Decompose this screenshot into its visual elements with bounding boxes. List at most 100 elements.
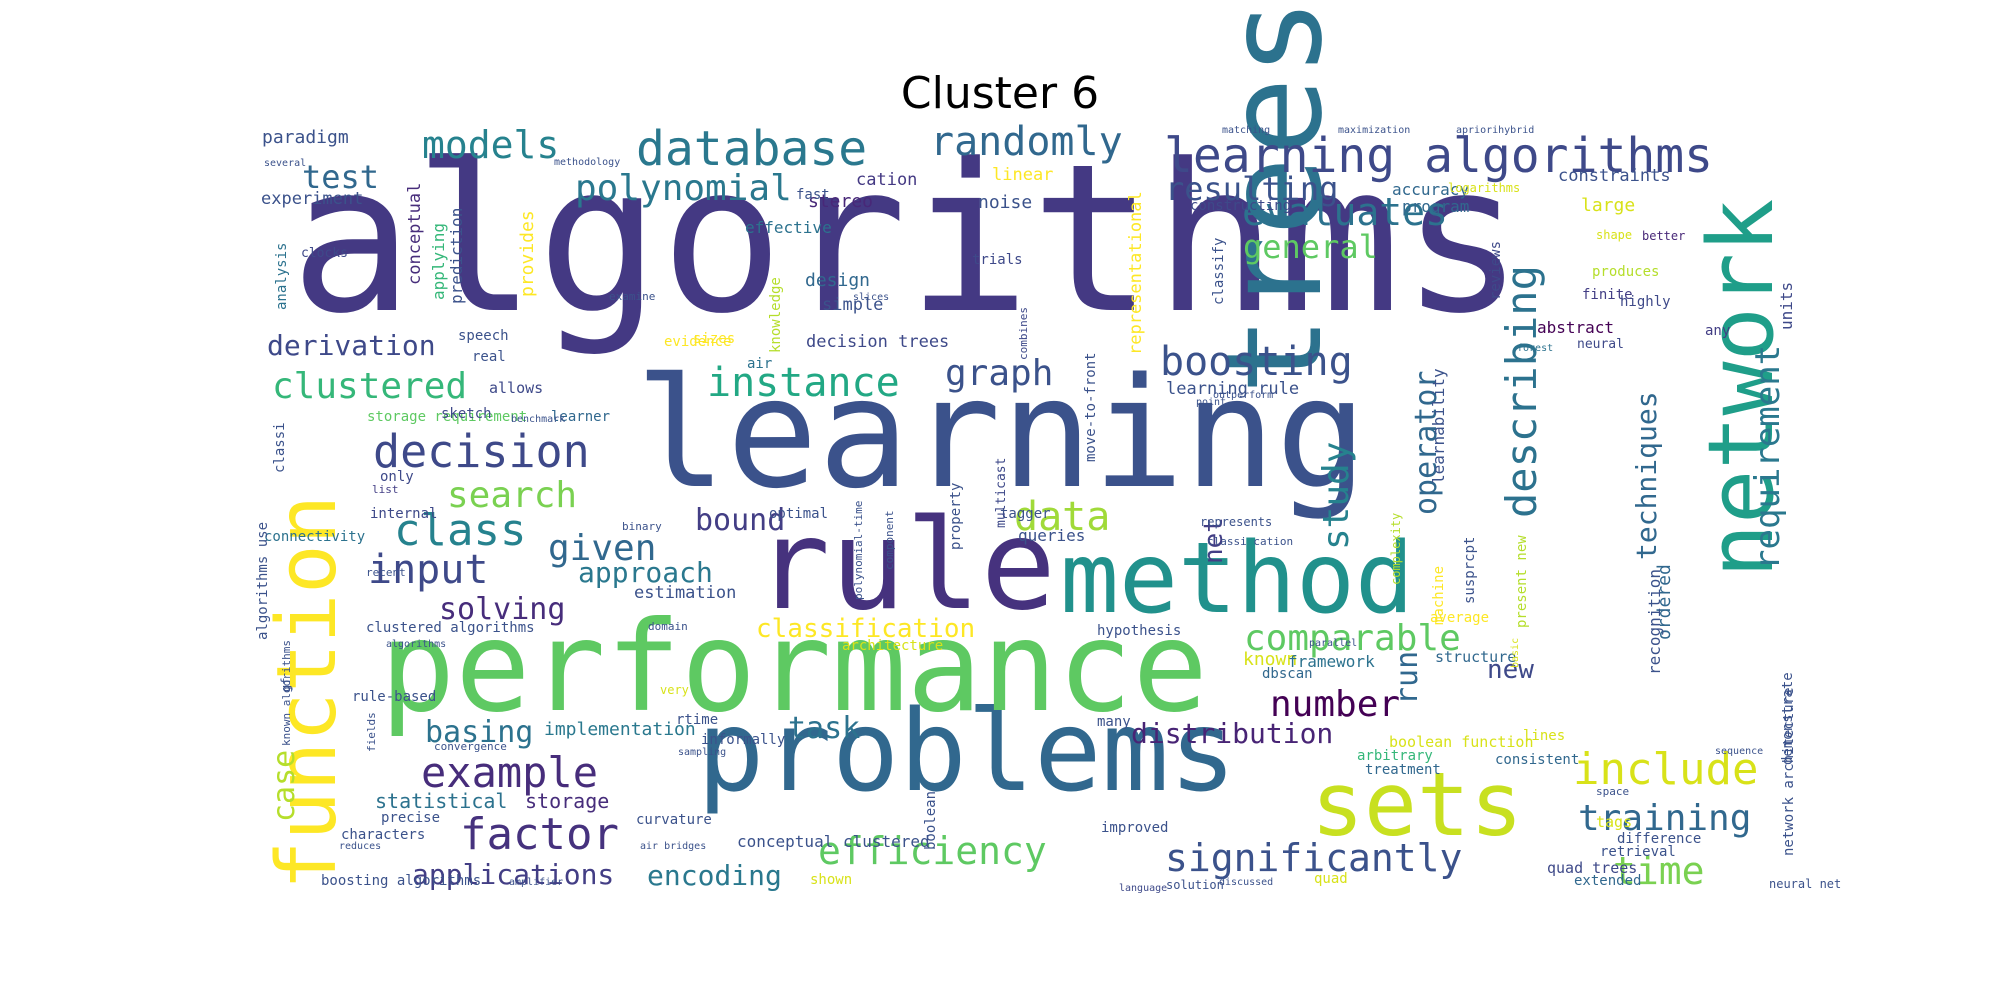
word-any: any xyxy=(1705,323,1730,339)
word-learning-rule: learning rule xyxy=(1166,379,1299,399)
word-sequence: sequence xyxy=(1715,746,1763,757)
word-efficiency: efficiency xyxy=(818,829,1047,873)
word-logarithms: logarithms xyxy=(1448,181,1520,195)
word-solving: solving xyxy=(439,592,565,627)
word-function: function xyxy=(260,495,355,890)
word-reviews: reviews xyxy=(1488,241,1504,300)
word-difference: difference xyxy=(1617,831,1701,847)
word-amplifier: amplifier xyxy=(509,877,563,888)
word-produces: produces xyxy=(1592,264,1659,280)
word-input: input xyxy=(368,547,488,593)
word-learning-algorithms: learning algorithms xyxy=(1164,128,1713,184)
word-knowledge: knowledge xyxy=(768,277,784,353)
word-include: include xyxy=(1573,744,1758,795)
word-recognition: recognition xyxy=(1645,569,1664,675)
word-sizes: sizes xyxy=(693,331,735,347)
word-evidence: evidence xyxy=(664,334,731,350)
word-conceptual: conceptual xyxy=(405,183,425,285)
word-approach: approach xyxy=(578,556,713,589)
word-applying: applying xyxy=(429,223,448,300)
word-learning: learning xyxy=(635,345,1367,522)
word-abstract: abstract xyxy=(1537,318,1614,337)
word-fast: fast xyxy=(796,187,830,203)
word-given: given xyxy=(548,528,656,569)
word-characters: characters xyxy=(341,827,425,843)
word-clustered-algorithms: clustered algorithms xyxy=(366,620,535,636)
word-graph: graph xyxy=(945,353,1053,394)
word-boosting: boosting xyxy=(1160,339,1353,385)
word-machine: machine xyxy=(1431,566,1447,625)
word-maximization: maximization xyxy=(1338,125,1410,136)
word-tags: tags xyxy=(1596,813,1632,831)
word-algorithms-use: algorithms use xyxy=(255,522,271,640)
word-cation: cation xyxy=(856,170,917,190)
word-paradigm: paradigm xyxy=(262,127,349,148)
word-structure: structure xyxy=(1435,648,1516,666)
word-conceptual-clustered: conceptual clustered xyxy=(737,832,930,851)
word-basing: basing xyxy=(425,715,533,750)
word-learner: learner xyxy=(551,409,610,425)
word-large: large xyxy=(1581,195,1635,216)
word-accuracy: accuracy xyxy=(1392,180,1469,199)
word-resulting: resulting xyxy=(1165,170,1338,208)
word-informally: informally xyxy=(701,732,785,748)
word-program: program xyxy=(1402,197,1469,216)
word-finite: finite xyxy=(1582,287,1633,303)
word-boolean-function: boolean function xyxy=(1389,733,1534,751)
word-many: many xyxy=(1097,714,1131,730)
word-classi-cation: classi cation xyxy=(1207,535,1293,548)
word-lines: lines xyxy=(1523,728,1565,744)
word-class: class xyxy=(394,505,526,556)
word-property: property xyxy=(948,483,964,550)
word-retrieval: retrieval xyxy=(1600,844,1676,860)
word-time: time xyxy=(1613,849,1705,893)
word-network: network xyxy=(1689,199,1794,578)
word-effective: effective xyxy=(745,218,832,237)
word-distribution: distribution xyxy=(1131,717,1333,750)
word-basic: basic xyxy=(1510,638,1521,668)
word-benchmark: benchmark xyxy=(511,414,565,425)
word-performance: performance xyxy=(380,595,1208,740)
word-quad: quad xyxy=(1314,871,1348,887)
word-connectivity: connectivity xyxy=(264,529,365,545)
word-improved: improved xyxy=(1101,820,1168,836)
word-search: search xyxy=(447,475,577,516)
word-matching: matching xyxy=(1222,125,1270,136)
word-gf: gf xyxy=(279,678,293,692)
word-convergence: convergence xyxy=(434,740,507,753)
word-outperform: outperform xyxy=(1213,390,1273,401)
word-real: real xyxy=(472,349,506,365)
word-multicast: multicast xyxy=(994,458,1009,528)
word-point: point xyxy=(1196,397,1226,408)
word-very: very xyxy=(660,683,689,697)
word-encoding: encoding xyxy=(647,859,782,892)
word-sampling: sampling xyxy=(678,747,726,758)
word-factor: factor xyxy=(460,809,619,860)
word-neural: neural xyxy=(1577,337,1624,352)
word-reduces: reduces xyxy=(339,841,381,852)
word-domain: domain xyxy=(648,620,688,633)
word-sketch: sketch xyxy=(441,406,492,422)
word-only: only xyxy=(380,469,414,485)
word-statistical: statistical xyxy=(375,789,507,813)
word-problems: problems xyxy=(697,687,1236,817)
word-treatment: treatment xyxy=(1365,762,1441,778)
word-tagger: tagger xyxy=(1000,506,1051,522)
word-represents: represents xyxy=(1200,515,1272,529)
word-combines: combines xyxy=(1017,307,1030,360)
word-queries: queries xyxy=(1018,526,1085,545)
word-simple: simple xyxy=(822,295,883,315)
word-operator: operator xyxy=(1409,371,1444,516)
word-architecture: architecture xyxy=(842,638,943,654)
word-shape: shape xyxy=(1596,228,1632,242)
word-move-to-front: move-to-front xyxy=(1083,352,1099,462)
word-parallel: parallel xyxy=(1309,638,1357,649)
word-data: data xyxy=(1014,494,1110,540)
word-trees: trees xyxy=(1198,0,1352,395)
word-net: net xyxy=(1199,517,1229,564)
word-rule: rule xyxy=(755,493,1056,638)
word-air: air xyxy=(747,356,772,372)
word-method: method xyxy=(1060,522,1414,636)
word-implementation: implementation xyxy=(544,719,696,740)
word-design: design xyxy=(805,270,870,291)
